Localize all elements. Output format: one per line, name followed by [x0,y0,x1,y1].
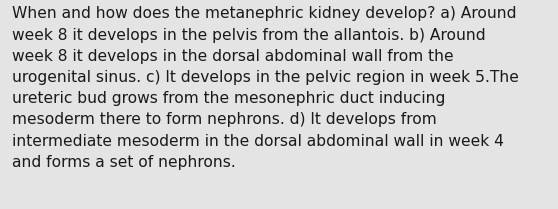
Text: When and how does the metanephric kidney develop? a) Around
week 8 it develops i: When and how does the metanephric kidney… [12,6,519,170]
